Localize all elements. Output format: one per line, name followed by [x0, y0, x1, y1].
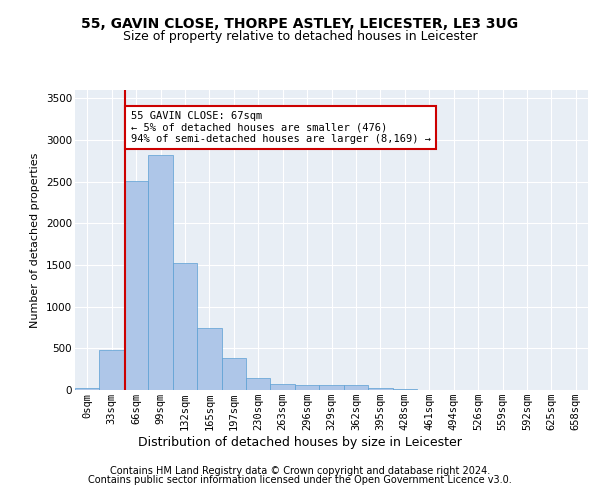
Bar	[197, 328, 221, 390]
Bar	[148, 155, 173, 390]
Bar	[246, 378, 271, 390]
Bar	[368, 388, 392, 390]
Bar	[173, 264, 197, 390]
Text: 55 GAVIN CLOSE: 67sqm
← 5% of detached houses are smaller (476)
94% of semi-deta: 55 GAVIN CLOSE: 67sqm ← 5% of detached h…	[131, 111, 431, 144]
Text: Distribution of detached houses by size in Leicester: Distribution of detached houses by size …	[138, 436, 462, 449]
Bar	[75, 388, 100, 390]
Bar	[344, 385, 368, 390]
Text: 55, GAVIN CLOSE, THORPE ASTLEY, LEICESTER, LE3 3UG: 55, GAVIN CLOSE, THORPE ASTLEY, LEICESTE…	[82, 18, 518, 32]
Bar	[319, 386, 344, 390]
Y-axis label: Number of detached properties: Number of detached properties	[31, 152, 40, 328]
Text: Contains HM Land Registry data © Crown copyright and database right 2024.: Contains HM Land Registry data © Crown c…	[110, 466, 490, 476]
Text: Contains public sector information licensed under the Open Government Licence v3: Contains public sector information licen…	[88, 475, 512, 485]
Bar	[295, 386, 319, 390]
Bar	[392, 389, 417, 390]
Bar	[100, 350, 124, 390]
Bar	[271, 384, 295, 390]
Bar	[124, 181, 148, 390]
Text: Size of property relative to detached houses in Leicester: Size of property relative to detached ho…	[122, 30, 478, 43]
Bar	[221, 358, 246, 390]
